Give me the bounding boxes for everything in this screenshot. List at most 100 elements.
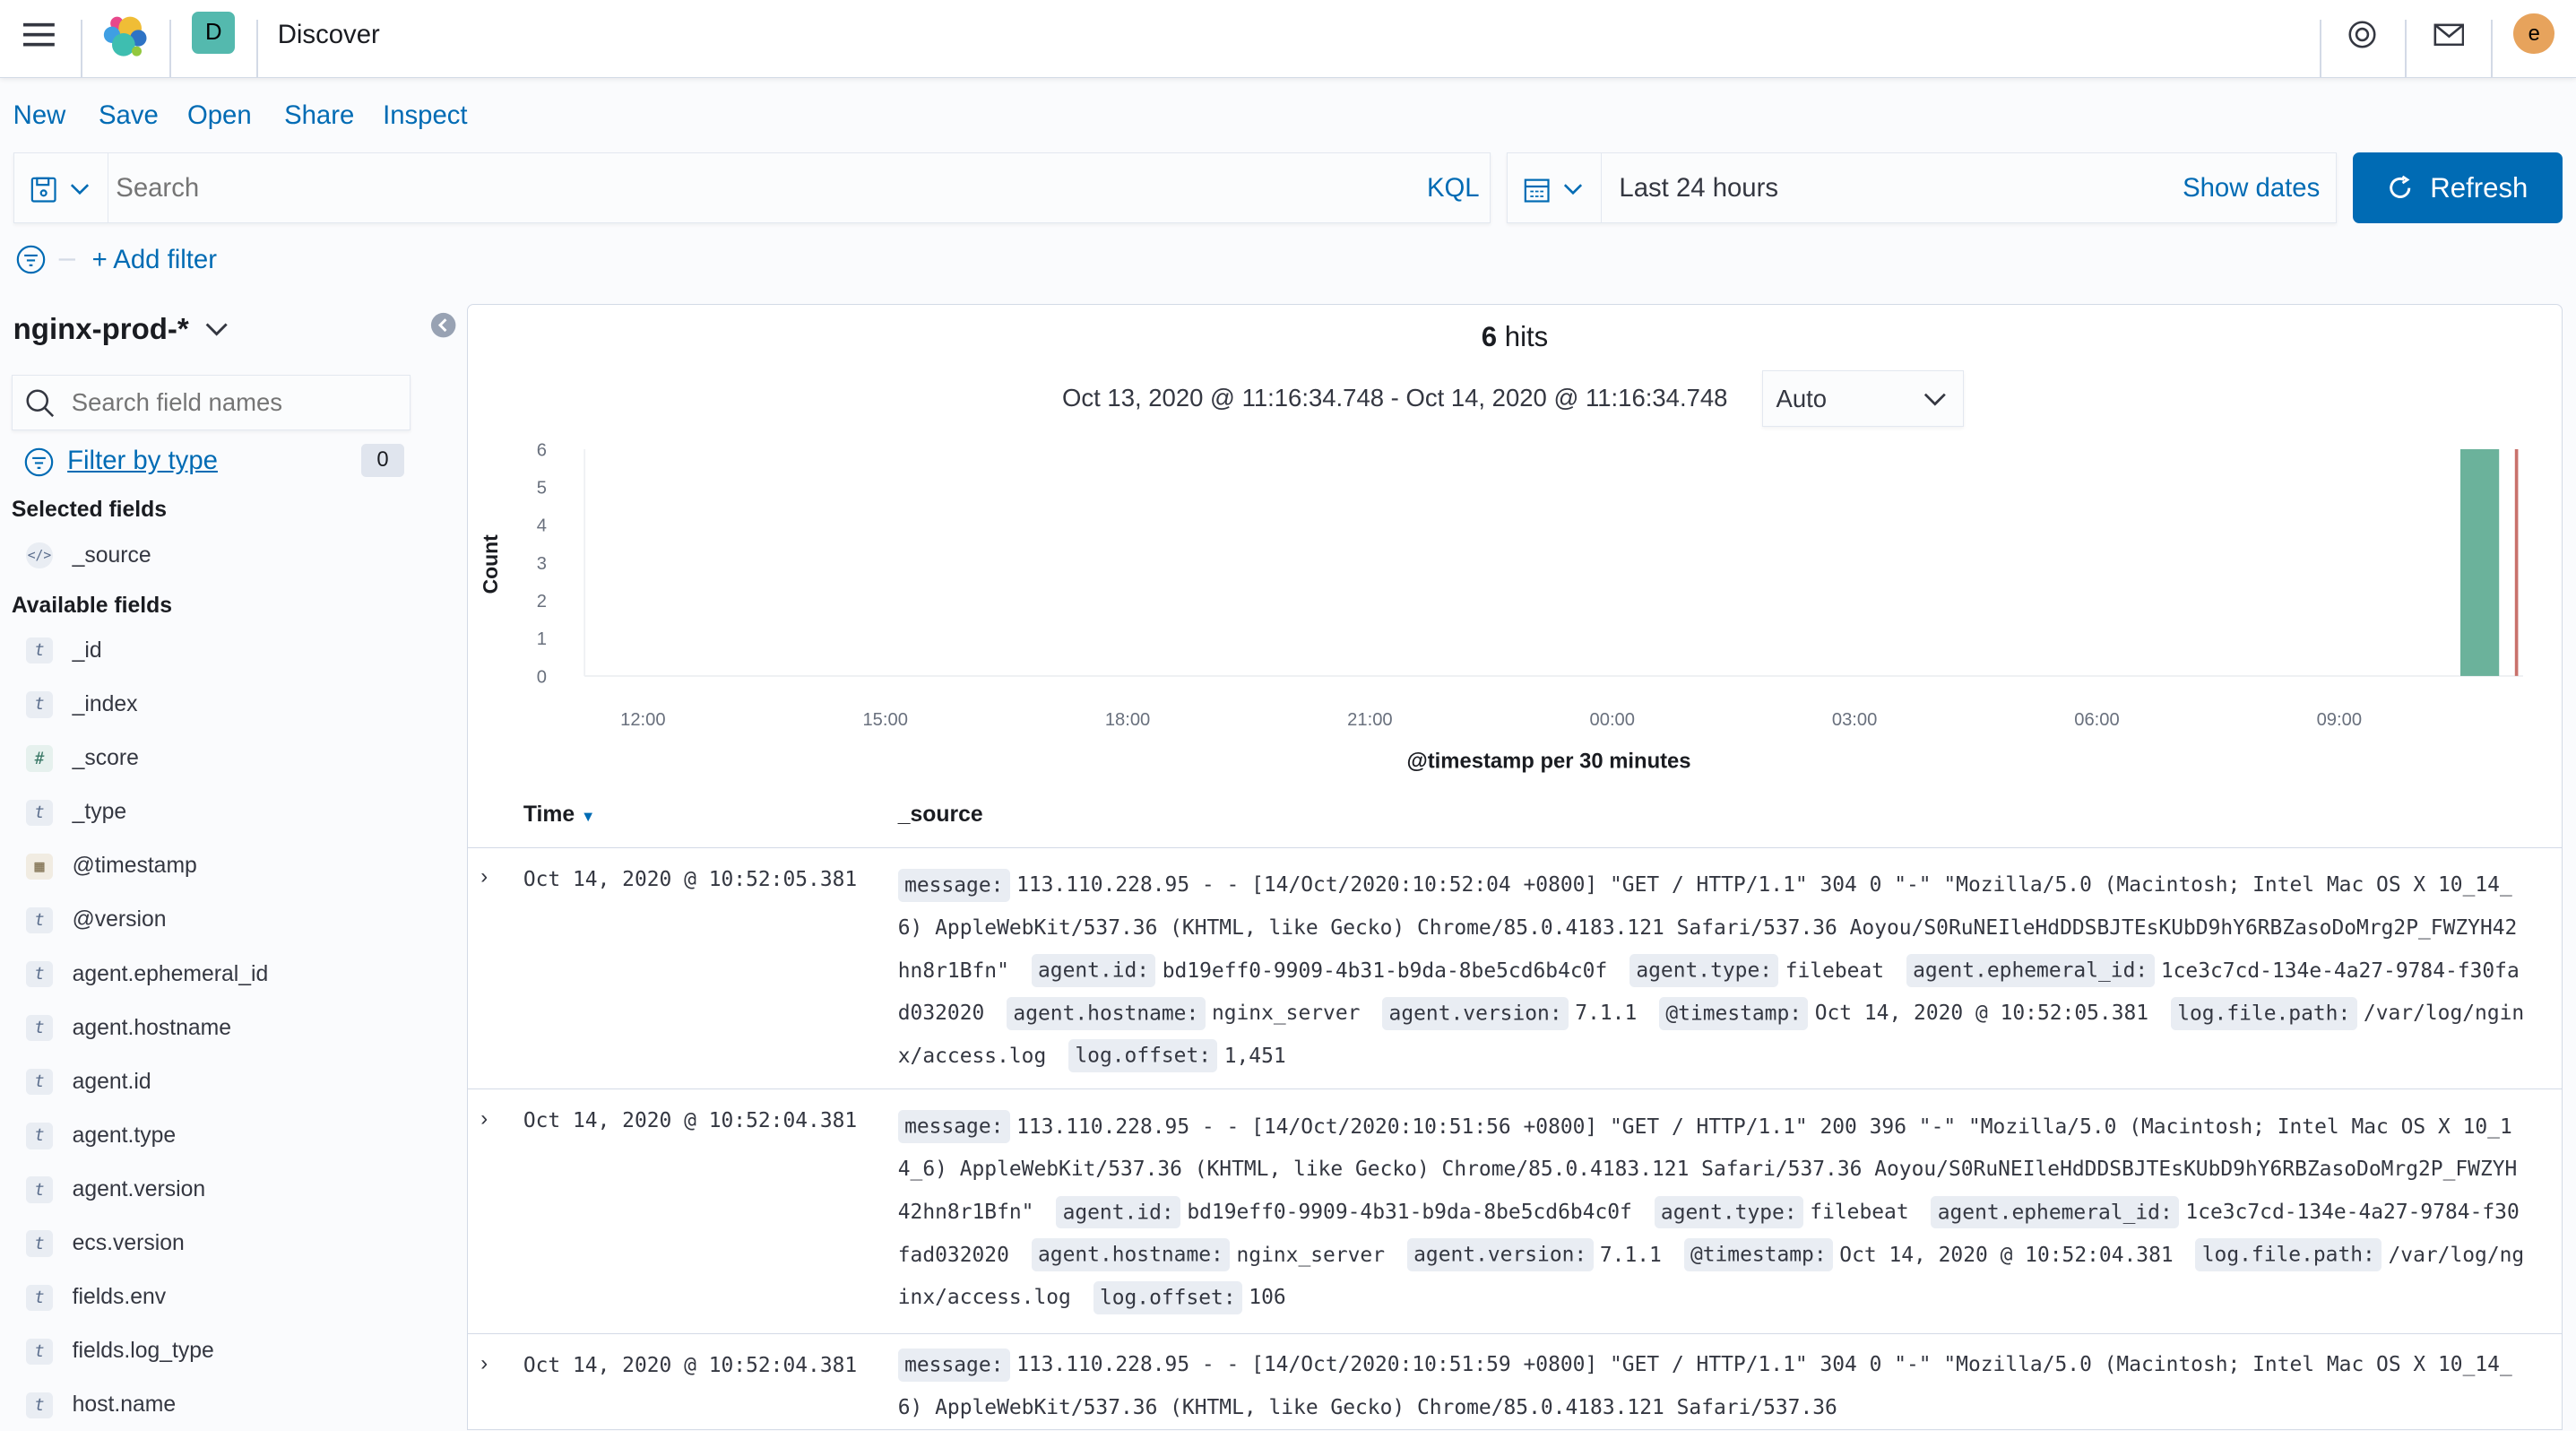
x-tick-label: 06:00: [2074, 710, 2119, 730]
save-icon: [30, 177, 90, 203]
y-tick-label: 2: [536, 592, 546, 611]
string-icon: t: [26, 1338, 53, 1366]
field-item[interactable]: t agent.hostname: [26, 1011, 231, 1045]
open-button[interactable]: Open: [186, 100, 252, 130]
field-item[interactable]: # _score: [26, 742, 139, 776]
source-field-value: 1,451: [1223, 1044, 1286, 1068]
interval-value: Auto: [1776, 385, 1828, 413]
field-item-source[interactable]: </> _source: [26, 539, 151, 572]
field-name: ecs.version: [72, 1231, 185, 1256]
source-field-value: Oct 14, 2020 @ 10:52:04.381: [1839, 1243, 2174, 1267]
field-name: fields.env: [72, 1285, 167, 1310]
field-item[interactable]: t agent.ephemeral_id: [26, 958, 268, 991]
refresh-icon: [2389, 175, 2410, 199]
histogram-bar: [2459, 449, 2499, 677]
interval-select[interactable]: Auto: [1761, 370, 1965, 427]
source-field-value: 1ce3c7cd-134e-4a27-9784-f30fad032020: [897, 958, 2520, 1026]
field-item[interactable]: t _index: [26, 689, 138, 722]
save-button[interactable]: Save: [98, 100, 159, 130]
field-item[interactable]: t ecs.version: [26, 1227, 185, 1261]
refresh-button[interactable]: Refresh: [2352, 152, 2563, 224]
saved-query-button[interactable]: [14, 153, 109, 223]
kql-button[interactable]: KQL: [1426, 173, 1480, 204]
field-item[interactable]: t agent.id: [26, 1065, 151, 1098]
y-tick-label: 0: [536, 668, 546, 688]
show-dates-button[interactable]: Show dates: [2183, 173, 2321, 204]
field-search-input[interactable]: [68, 386, 404, 419]
column-header-source: _source: [897, 802, 983, 828]
field-name: _index: [72, 691, 138, 716]
source-field-key: agent.id:: [1056, 1195, 1181, 1229]
filter-options-icon[interactable]: [16, 245, 79, 274]
new-button[interactable]: New: [13, 100, 66, 130]
x-tick-label: 09:00: [2316, 710, 2361, 730]
add-filter-button[interactable]: + Add filter: [91, 245, 217, 275]
index-pattern-selector[interactable]: nginx-prod-*: [13, 312, 230, 346]
field-name: @version: [72, 907, 167, 932]
source-field-value: 106: [1249, 1286, 1286, 1310]
y-tick-label: 6: [536, 441, 546, 461]
share-button[interactable]: Share: [284, 100, 355, 130]
sort-down-icon[interactable]: ▼: [581, 809, 596, 826]
field-item[interactable]: ▦ @timestamp: [26, 850, 197, 883]
field-item[interactable]: t agent.type: [26, 1120, 176, 1153]
source-field-value: nginx_server: [1211, 1002, 1361, 1026]
filter-by-type-button[interactable]: Filter by type: [67, 445, 218, 475]
app-title: Discover: [277, 19, 380, 49]
y-tick-label: 3: [536, 554, 546, 574]
field-search[interactable]: [11, 374, 411, 431]
source-field-key: message:: [897, 1110, 1010, 1144]
string-icon: t: [26, 799, 53, 826]
source-field-value: Oct 14, 2020 @ 10:52:05.381: [1814, 1002, 2149, 1026]
string-icon: t: [26, 1069, 53, 1096]
refresh-label: Refresh: [2430, 171, 2528, 204]
expand-row-icon[interactable]: ›: [480, 864, 488, 889]
field-name: _id: [72, 637, 102, 663]
field-item[interactable]: t @version: [26, 904, 166, 937]
string-icon: t: [26, 960, 53, 988]
source-field-value: filebeat: [1810, 1201, 1909, 1224]
field-item[interactable]: t _type: [26, 796, 126, 829]
field-name: host.name: [72, 1392, 177, 1418]
table-row: › Oct 14, 2020 @ 10:52:05.381 message: 113.…: [467, 846, 2563, 1089]
menu-icon[interactable]: [22, 22, 56, 54]
user-avatar[interactable]: e: [2513, 13, 2555, 55]
expand-row-icon[interactable]: ›: [480, 1106, 488, 1131]
string-icon: t: [26, 1392, 53, 1419]
search-input[interactable]: [112, 167, 1401, 210]
quick-menu-button[interactable]: [1508, 153, 1603, 223]
row-time: Oct 14, 2020 @ 10:52:05.381: [523, 867, 858, 891]
field-name: _type: [72, 800, 127, 825]
field-name: agent.id: [72, 1069, 151, 1094]
collapse-sidebar-icon[interactable]: [430, 312, 456, 338]
date-range-value[interactable]: Last 24 hours: [1619, 173, 1779, 204]
source-field-key: agent.ephemeral_id:: [1931, 1195, 2180, 1229]
inspect-button[interactable]: Inspect: [383, 100, 468, 130]
x-axis-title: @timestamp per 30 minutes: [1406, 750, 1690, 774]
source-field-key: agent.version:: [1382, 996, 1569, 1030]
mail-icon[interactable]: [2433, 23, 2465, 53]
chevron-down-icon: [205, 323, 228, 336]
source-icon: </>: [26, 542, 53, 569]
help-icon[interactable]: [2347, 20, 2377, 56]
field-item[interactable]: t fields.env: [26, 1281, 166, 1314]
field-name: _score: [72, 746, 139, 771]
field-name: agent.ephemeral_id: [72, 961, 269, 986]
source-field-key: agent.hostname:: [1007, 996, 1206, 1030]
space-avatar[interactable]: D: [192, 11, 236, 55]
field-item[interactable]: t _id: [26, 634, 102, 667]
elastic-logo[interactable]: [102, 13, 148, 65]
top-header: D Discover e: [0, 0, 2576, 79]
expand-row-icon[interactable]: ›: [480, 1350, 488, 1375]
field-item[interactable]: t fields.log_type: [26, 1335, 214, 1368]
filter-icon: [25, 447, 54, 476]
source-field-key: agent.version:: [1406, 1238, 1594, 1272]
source-field-value: bd19eff0-9909-4b31-b9da-8be5cd6b4c0f: [1162, 958, 1608, 983]
column-header-time[interactable]: Time ▼: [523, 802, 596, 828]
field-item[interactable]: t agent.version: [26, 1174, 205, 1207]
table-row: › Oct 14, 2020 @ 10:52:04.381 message: 113.…: [467, 1088, 2563, 1334]
field-item[interactable]: t host.name: [26, 1389, 176, 1422]
query-bar: KQL: [13, 152, 1491, 224]
string-icon: t: [26, 1015, 53, 1042]
row-source: message: 113.110.228.95 - - [14/Oct/2020:…: [897, 1344, 2525, 1429]
